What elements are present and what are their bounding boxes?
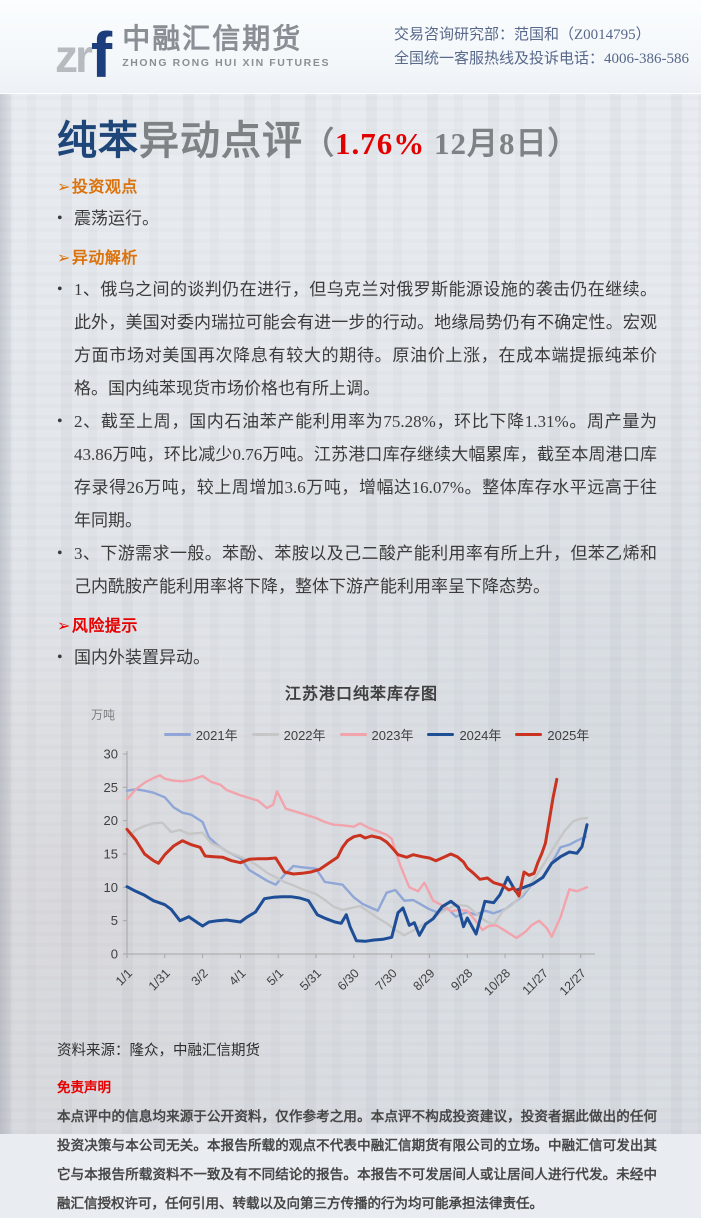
legend-item-2022: 2022年 — [251, 725, 326, 744]
list-item: 国内外装置异动。 — [57, 641, 657, 674]
x-tick-label: 4/1 — [226, 966, 248, 988]
legend-item-2023: 2023年 — [339, 725, 413, 744]
title-change-pct: 1.76% — [335, 126, 426, 161]
title-topic: 异动点评 — [139, 118, 303, 163]
risk-notice-list: 国内外装置异动。 — [57, 641, 657, 674]
series-line-2021年 — [125, 788, 587, 918]
x-tick-label: 9/28 — [448, 966, 475, 993]
move-analysis-list: 1、俄乌之间的谈判仍在进行，但乌克兰对俄罗斯能源设施的袭击仍在继续。此外，美国对… — [57, 273, 657, 603]
company-logo: zr f 中融汇信期货 ZHONG RONG HUI XIN FUTURES — [55, 15, 331, 87]
legend-swatch-2021 — [163, 732, 191, 737]
title-date: 12月8日） — [425, 126, 580, 161]
series-line-2023年 — [125, 774, 589, 940]
header: zr f 中融汇信期货 ZHONG RONG HUI XIN FUTURES 交易… — [0, 0, 701, 94]
x-tick-label: 5/31 — [297, 966, 324, 993]
y-tick-label: 20 — [104, 813, 118, 828]
arrow-marker-icon: ➢ — [57, 179, 71, 196]
x-tick-label: 12/27 — [557, 966, 589, 998]
y-tick-label: 10 — [104, 880, 118, 895]
hotline-line: 全国统一客服热线及投诉电话：4006-386-586 — [394, 50, 689, 67]
x-tick-label: 3/2 — [189, 966, 211, 988]
legend-swatch-2025 — [515, 732, 543, 737]
logo-letter-f: f — [90, 18, 113, 91]
arrow-marker-icon: ➢ — [57, 250, 71, 267]
x-tick-label: 1/31 — [146, 966, 173, 993]
arrow-marker-icon: ➢ — [57, 618, 71, 635]
section-heading-investment-view: ➢投资观点 — [57, 179, 138, 196]
inventory-chart: 江苏港口纯苯库存图 万吨 2021年 2022年 2023年 2024年 202… — [79, 680, 644, 1025]
legend-swatch-2024 — [427, 732, 455, 737]
x-tick-label: 8/29 — [410, 966, 437, 993]
legend-swatch-2022 — [251, 732, 279, 737]
zrf-logo-mark: zr f — [55, 15, 112, 87]
investment-view-list: 震荡运行。 — [57, 202, 657, 235]
list-item: 3、下游需求一般。苯酚、苯胺以及己二酸产能利用率有所上升，但苯乙烯和己内酰胺产能… — [57, 537, 657, 603]
chart-legend: 2021年 2022年 2023年 2024年 2025年 — [109, 725, 644, 744]
y-tick-label: 5 — [111, 913, 118, 928]
legend-swatch-2023 — [339, 732, 367, 737]
page-title: 纯苯异动点评（1.76% 12月8日） — [57, 118, 657, 164]
y-tick-label: 15 — [104, 847, 118, 862]
list-item: 震荡运行。 — [57, 202, 657, 235]
research-dept-line: 交易咨询研究部：范国和（Z0014795） — [394, 26, 651, 43]
disclaimer-body: 本点评中的信息均来源于公开资料，仅作参考之用。本点评不构成投资建议，投资者据此做… — [57, 1109, 657, 1211]
x-tick-label: 5/1 — [264, 966, 286, 988]
legend-item-2025: 2025年 — [515, 725, 589, 744]
company-name-cn: 中融汇信期货 — [122, 23, 303, 55]
series-line-2022年 — [125, 816, 589, 937]
title-product: 纯苯 — [57, 118, 139, 163]
list-item: 1、俄乌之间的谈判仍在进行，但乌克兰对俄罗斯能源设施的袭击仍在继续。此外，美国对… — [57, 273, 657, 405]
section-heading-risk-notice: ➢风险提示 — [57, 618, 138, 635]
legend-item-2024: 2024年 — [427, 725, 501, 744]
x-tick-label: 7/30 — [373, 966, 400, 993]
section-heading-move-analysis: ➢异动解析 — [57, 250, 138, 267]
x-tick-label: 6/30 — [335, 966, 362, 993]
chart-title: 江苏港口纯苯库存图 — [284, 686, 438, 703]
disclaimer: 免责声明 本点评中的信息均来源于公开资料，仅作参考之用。本点评不构成投资建议，投… — [57, 1076, 657, 1218]
company-name-en: ZHONG RONG HUI XIN FUTURES — [122, 56, 331, 69]
line-chart-svg: 0 5 10 15 20 25 30 1/1 1/31 3/2 4/1 5/1 5/31 6/30 7/30… — [104, 747, 595, 998]
list-item: 2、截至上周，国内石油苯产能利用率为75.28%，环比下降1.31%。周产量为4… — [57, 405, 657, 537]
x-tick-label: 1/1 — [113, 966, 135, 988]
contact-info: 交易咨询研究部：范国和（Z0014795） 全国统一客服热线及投诉电话：4006… — [394, 23, 701, 71]
company-name-block: 中融汇信期货 ZHONG RONG HUI XIN FUTURES — [122, 23, 331, 69]
report-body: 纯苯异动点评（1.76% 12月8日） ➢投资观点 震荡运行。 ➢异动解析 1、… — [0, 118, 701, 1218]
series-line-2024年 — [125, 823, 589, 943]
y-tick-label: 25 — [104, 780, 118, 795]
chart-unit-label: 万吨 — [91, 708, 116, 722]
series-line-2025年 — [125, 777, 559, 898]
y-tick-label: 0 — [111, 947, 118, 962]
disclaimer-heading: 免责声明 — [57, 1080, 111, 1095]
title-paren-open: （ — [303, 126, 335, 161]
data-source-note: 资料来源：隆众，中融汇信期货 — [57, 1043, 260, 1059]
legend-item-2021: 2021年 — [163, 725, 238, 744]
logo-letters-zr: zr — [55, 29, 93, 82]
x-tick-label: 11/27 — [520, 966, 551, 997]
x-tick-label: 10/28 — [481, 966, 513, 998]
y-tick-label: 30 — [104, 747, 118, 762]
